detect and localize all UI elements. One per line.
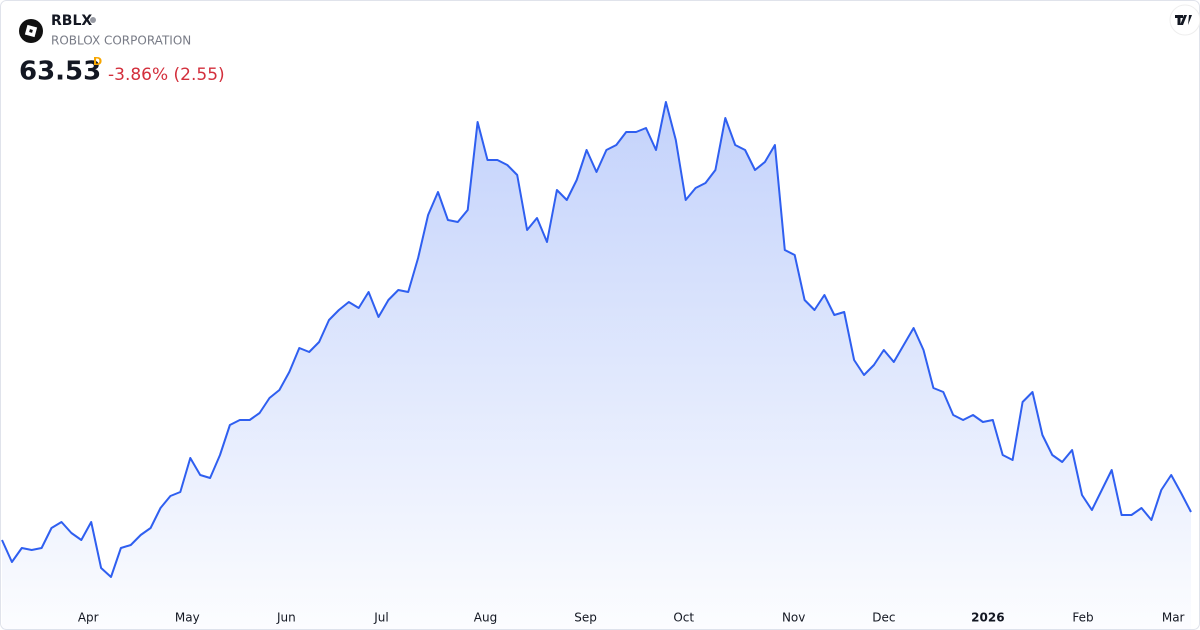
x-tick-label: Mar <box>1162 611 1185 625</box>
x-tick-label: Apr <box>78 611 99 625</box>
tv-logo[interactable] <box>1175 15 1192 25</box>
x-tick-label: Jun <box>276 611 296 625</box>
interval: D <box>93 55 102 68</box>
x-tick-label: Feb <box>1072 611 1093 625</box>
x-tick-label: Jul <box>373 611 388 625</box>
x-tick-label: Nov <box>782 611 805 625</box>
price-line <box>1 101 1192 578</box>
x-tick-label: May <box>175 611 200 625</box>
logo-mark-hole <box>29 29 33 33</box>
status-dot <box>90 17 96 23</box>
x-tick-label: Aug <box>474 611 497 625</box>
x-tick-label: Dec <box>872 611 895 625</box>
price: 63.53 <box>19 57 101 87</box>
price-change: -3.86% (2.55) <box>108 65 225 85</box>
x-tick-label: Sep <box>574 611 597 625</box>
x-tick-label: Oct <box>673 611 694 625</box>
symbol: RBLX <box>51 13 92 29</box>
area <box>2 102 1191 630</box>
company-name: ROBLOX CORPORATION <box>51 34 191 48</box>
x-tick-label: 2026 <box>971 611 1004 625</box>
plot <box>1 101 1192 630</box>
